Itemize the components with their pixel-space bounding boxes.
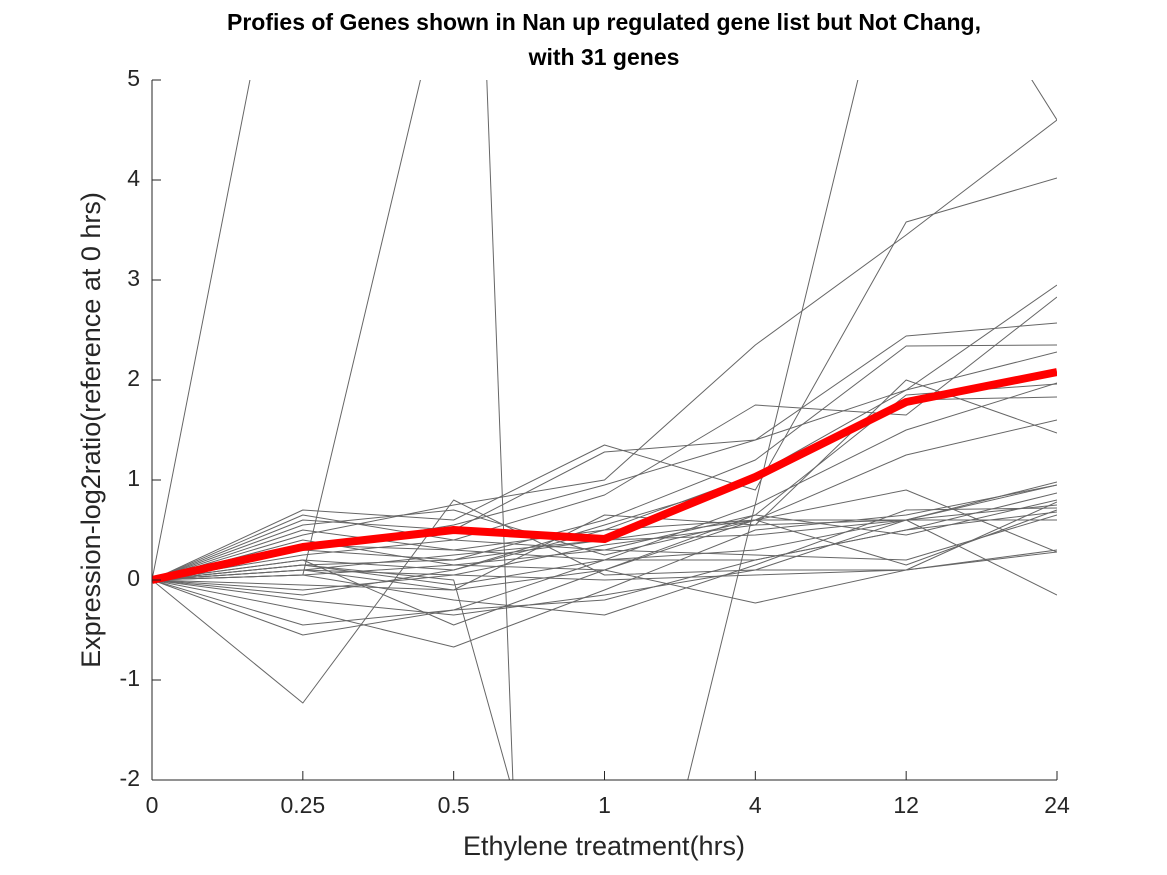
plot-area	[152, 80, 1057, 780]
y-tick-label: 1	[127, 465, 140, 491]
gene-line	[152, 119, 1057, 581]
gene-line	[152, 80, 1057, 780]
x-axis-label: Ethylene treatment(hrs)	[463, 831, 745, 861]
y-tick-label: 5	[127, 65, 140, 91]
gene-line	[152, 514, 1057, 581]
gene-line	[152, 80, 421, 581]
chart-title: with 31 genes	[528, 44, 680, 70]
gene-line	[152, 351, 1057, 581]
x-tick-label: 12	[893, 792, 919, 818]
gene-line	[152, 80, 514, 780]
gene-line	[152, 296, 1057, 581]
gene-line	[152, 511, 1057, 626]
x-tick-label: 0.5	[438, 792, 470, 818]
x-tick-label: 0	[146, 792, 159, 818]
x-tick-label: 24	[1044, 792, 1070, 818]
y-tick-label: 2	[127, 365, 140, 391]
gene-line	[152, 484, 1057, 648]
gene-line	[152, 499, 1057, 591]
y-tick-label: 3	[127, 265, 140, 291]
mean-line	[152, 368, 1057, 584]
gene-line	[152, 177, 1057, 581]
gene-line	[152, 484, 1057, 581]
y-tick-label: -2	[120, 765, 140, 791]
y-tick-label: -1	[120, 665, 140, 691]
y-axis-label: Expression-log2ratio(reference at 0 hrs)	[76, 192, 106, 668]
gene-line	[152, 322, 1057, 581]
x-tick-label: 0.25	[280, 792, 325, 818]
y-tick-label: 4	[127, 165, 140, 191]
x-tick-label: 1	[598, 792, 611, 818]
gene-line	[152, 549, 1057, 581]
gene-line	[152, 379, 1057, 591]
gene-line	[152, 489, 1057, 581]
chart-title: Profies of Genes shown in Nan up regulat…	[227, 9, 981, 35]
x-tick-label: 4	[749, 792, 762, 818]
y-tick-label: 0	[127, 565, 140, 591]
gene-line	[152, 492, 1057, 636]
gene-line	[152, 509, 1057, 596]
